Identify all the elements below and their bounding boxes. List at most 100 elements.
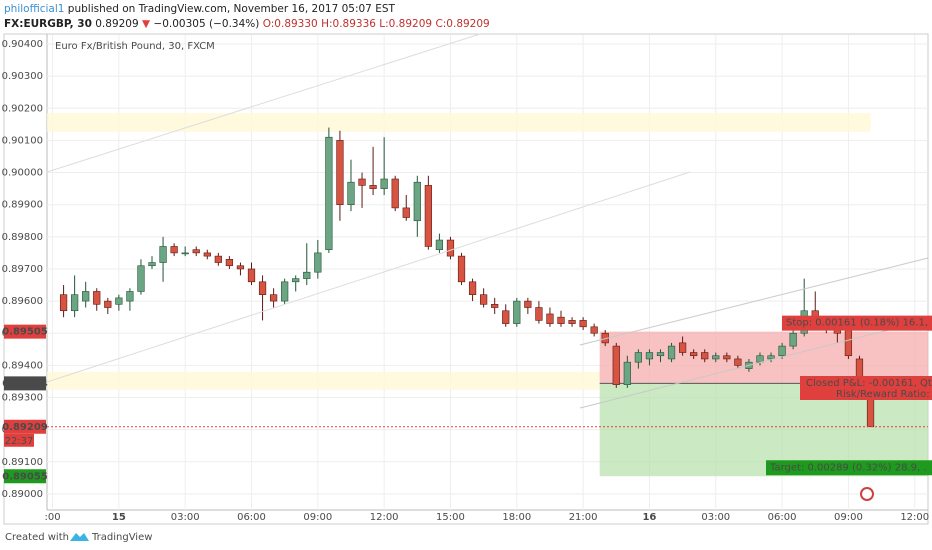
candle-body bbox=[104, 300, 112, 308]
candle-body bbox=[424, 185, 432, 247]
candle-body bbox=[502, 310, 510, 324]
x-tick-label: 15:00 bbox=[436, 512, 465, 523]
header-line-1: philofficial1 published on TradingView.c… bbox=[4, 3, 395, 15]
zone bbox=[47, 371, 600, 390]
candle-body bbox=[623, 361, 631, 385]
candle-body bbox=[568, 320, 576, 324]
candle-body bbox=[380, 178, 388, 189]
y-tick-label: 0.89800 bbox=[2, 232, 43, 243]
countdown-box bbox=[4, 433, 34, 447]
y-tick-label: 0.89700 bbox=[2, 264, 43, 275]
x-tick-label: 15 bbox=[112, 512, 126, 523]
change: −0.00305 (−0.34%) bbox=[153, 18, 259, 30]
event-icon bbox=[860, 487, 874, 501]
price-label-box bbox=[4, 324, 46, 339]
open: O:0.89330 bbox=[263, 18, 318, 30]
y-tick-label: 0.89000 bbox=[2, 489, 43, 500]
candle-body bbox=[59, 294, 68, 312]
x-tick-label: 12:00 bbox=[900, 512, 929, 523]
y-tick-label: 0.89400 bbox=[2, 360, 43, 371]
y-tick-label: 0.90100 bbox=[2, 135, 43, 146]
high: H:0.89336 bbox=[321, 18, 376, 30]
trend-line bbox=[579, 319, 929, 409]
x-tick-label: 06:00 bbox=[768, 512, 797, 523]
candle-body bbox=[778, 345, 786, 357]
price-label-box bbox=[4, 469, 46, 484]
legend: Euro Fx/British Pound, 30, FXCM bbox=[55, 41, 215, 52]
candle-body bbox=[269, 294, 278, 302]
author[interactable]: philofficial1 bbox=[4, 3, 64, 15]
candle-body bbox=[480, 294, 488, 305]
y-tick-label: 0.89300 bbox=[2, 393, 43, 404]
candle-body bbox=[590, 326, 598, 334]
candle-body bbox=[391, 178, 399, 209]
candle-body bbox=[336, 140, 344, 205]
price-label-box bbox=[4, 419, 46, 434]
candle-body bbox=[71, 294, 79, 312]
candle-body bbox=[446, 239, 455, 257]
header-line-2: FX:EURGBP, 30 0.89209 ▼ −0.00305 (−0.34%… bbox=[4, 18, 490, 30]
trend-line bbox=[46, 171, 691, 383]
candle-body bbox=[457, 255, 466, 283]
candle-body bbox=[236, 265, 245, 270]
price-label: 0.89344 bbox=[2, 378, 48, 389]
price-label-box bbox=[4, 376, 46, 391]
logo bbox=[70, 533, 89, 541]
candle-body bbox=[667, 345, 676, 360]
x-tick-label: :00 bbox=[44, 512, 60, 523]
footer-created: Created with bbox=[5, 532, 69, 543]
y-tick-label: 0.89900 bbox=[2, 200, 43, 211]
target-label: Target: 0.00289 (0.32%) 28.9, . bbox=[769, 462, 927, 473]
candle-body bbox=[203, 252, 211, 257]
candle-body bbox=[634, 352, 643, 363]
candle-body bbox=[148, 262, 156, 267]
candle-body bbox=[258, 281, 267, 295]
arrow: ▼ bbox=[142, 18, 151, 30]
candle-body bbox=[137, 265, 145, 292]
candle-body bbox=[468, 281, 477, 295]
candle-body bbox=[303, 271, 311, 279]
last: 0.89209 bbox=[95, 18, 138, 30]
stop-label-box bbox=[782, 315, 932, 331]
candle-body bbox=[159, 246, 167, 263]
candle-body bbox=[645, 352, 654, 360]
y-tick-label: 0.90000 bbox=[2, 168, 43, 179]
stop-zone bbox=[599, 331, 928, 384]
y-tick-label: 0.90200 bbox=[2, 103, 43, 114]
candle-body bbox=[546, 313, 554, 324]
candle-body bbox=[292, 278, 300, 283]
x-tick-label: 09:00 bbox=[303, 512, 332, 523]
x-tick-label: 18:00 bbox=[502, 512, 531, 523]
candle-body bbox=[612, 345, 620, 385]
candle-body bbox=[170, 246, 178, 254]
price-label: 0.89505 bbox=[2, 327, 48, 338]
trend-line bbox=[579, 257, 929, 346]
low: L:0.89209 bbox=[379, 18, 432, 30]
x-tick-label: 16 bbox=[642, 512, 656, 523]
candle-body bbox=[402, 207, 410, 218]
candle-body bbox=[723, 355, 731, 360]
x-tick-label: 03:00 bbox=[171, 512, 200, 523]
x-tick-label: 03:00 bbox=[701, 512, 730, 523]
published: published on TradingView.com, November 1… bbox=[68, 3, 396, 15]
candle-body bbox=[281, 281, 289, 302]
footer-brand[interactable]: TradingView bbox=[91, 532, 152, 543]
candle-body bbox=[82, 291, 90, 302]
candle-body bbox=[247, 268, 256, 283]
pnl-box bbox=[800, 376, 932, 400]
candle-body bbox=[678, 342, 687, 353]
candle-body bbox=[93, 291, 101, 305]
candle-body bbox=[192, 249, 200, 254]
candle-body bbox=[756, 355, 764, 363]
candle-body bbox=[734, 358, 742, 366]
candle-body bbox=[844, 329, 853, 357]
candle-body bbox=[413, 181, 421, 222]
x-tick-label: 21:00 bbox=[569, 512, 598, 523]
trend-line bbox=[46, 33, 481, 173]
candle-body bbox=[789, 332, 797, 347]
zone bbox=[47, 113, 871, 132]
candle-body bbox=[435, 239, 444, 250]
candle-body bbox=[325, 136, 333, 250]
x-tick-label: 06:00 bbox=[237, 512, 266, 523]
candle-body bbox=[767, 355, 775, 360]
